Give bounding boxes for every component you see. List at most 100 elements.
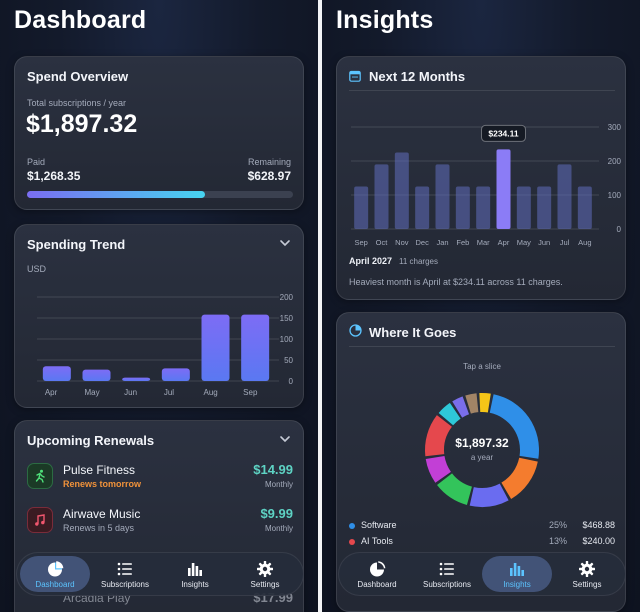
x-tick-label: Apr xyxy=(498,238,510,247)
price: $14.99 xyxy=(253,462,293,477)
x-tick-label: Jun xyxy=(124,388,137,397)
insights-screen: Insights Next 12 Months 0 100 200 300 Sep Oct… xyxy=(322,0,640,612)
bar xyxy=(415,186,430,229)
card-title: Upcoming Renewals xyxy=(27,433,155,448)
tab-dashboard[interactable]: Dashboard xyxy=(20,556,90,592)
runner-icon xyxy=(27,463,53,489)
remaining-label: Remaining xyxy=(247,157,291,167)
category-donut-chart[interactable] xyxy=(417,385,547,515)
x-tick-label: Jun xyxy=(538,238,550,247)
x-tick-label: Sep xyxy=(243,388,258,397)
billing-cycle: Monthly xyxy=(264,480,293,489)
x-tick-label: Jul xyxy=(164,388,174,397)
x-tick-label: May xyxy=(517,238,531,247)
bar xyxy=(42,366,71,381)
screen-divider xyxy=(318,0,322,612)
legend-row-software[interactable]: Software 25% $468.88 xyxy=(349,519,615,535)
tab-bar: Dashboard Subscriptions Insights Setting… xyxy=(338,552,626,596)
y-tick-label: 300 xyxy=(608,123,622,132)
tooltip xyxy=(481,124,526,142)
renewal-item-airwave-music[interactable]: Airwave Music Renews in 5 days $9.99 Mon… xyxy=(25,503,295,543)
tab-dashboard[interactable]: Dashboard xyxy=(342,556,412,592)
donut-slice xyxy=(489,394,539,459)
renewal-item-pulse-fitness[interactable]: Pulse Fitness Renews tomorrow $14.99 Mon… xyxy=(25,459,295,499)
spending-trend-chart[interactable]: 0 50 100 150 200 Apr May Jun Jul Aug Sep xyxy=(23,285,299,403)
divider xyxy=(349,346,615,347)
selected-charges: 11 charges xyxy=(399,257,438,266)
legend-dot xyxy=(349,523,355,529)
card-title: Next 12 Months xyxy=(369,69,466,84)
total-label: Total subscriptions / year xyxy=(27,98,127,108)
donut-slice xyxy=(437,473,472,505)
donut-slice xyxy=(452,396,470,418)
tab-subscriptions[interactable]: Subscriptions xyxy=(90,556,160,592)
card-title: Spend Overview xyxy=(27,69,129,84)
tab-label: Dashboard xyxy=(35,579,75,589)
price: $9.99 xyxy=(260,506,293,521)
legend-label: AI Tools xyxy=(361,536,393,546)
bar xyxy=(374,164,389,229)
bar xyxy=(394,152,409,229)
progress-track xyxy=(27,191,293,198)
bar xyxy=(122,377,151,381)
spending-trend-card[interactable]: Spending Trend USD 0 50 100 150 200 Apr May Jun… xyxy=(14,224,304,408)
donut-slice xyxy=(479,393,491,413)
bar xyxy=(557,164,572,229)
remaining-value: $628.97 xyxy=(247,169,291,183)
tab-label: Subscriptions xyxy=(100,579,150,589)
bar xyxy=(455,186,470,229)
paid-label: Paid xyxy=(27,157,46,167)
chevron-down-icon[interactable] xyxy=(279,433,291,445)
bar-chart-icon xyxy=(188,562,202,576)
donut-slice xyxy=(469,483,509,507)
summary-text: Heaviest month is April at $234.11 acros… xyxy=(349,277,563,287)
bar xyxy=(201,314,230,381)
page-title: Insights xyxy=(336,6,434,34)
bar xyxy=(476,186,491,229)
donut-slice xyxy=(501,457,538,500)
tab-subscriptions[interactable]: Subscriptions xyxy=(412,556,482,592)
pie-chart-icon xyxy=(349,324,362,337)
card-title: Spending Trend xyxy=(27,237,126,252)
tab-label: Settings xyxy=(250,579,280,589)
music-note-icon xyxy=(27,507,53,533)
x-tick-label: Mar xyxy=(477,238,490,247)
tab-bar: Dashboard Subscriptions Insights Setting… xyxy=(16,552,304,596)
x-tick-label: Sep xyxy=(354,238,367,247)
bar xyxy=(241,314,270,381)
spend-overview-card[interactable]: Spend Overview Total subscriptions / yea… xyxy=(14,56,304,210)
progress-fill xyxy=(27,191,205,198)
x-tick-label: May xyxy=(85,388,100,397)
paid-value: $1,268.35 xyxy=(27,169,81,183)
donut-slice xyxy=(425,415,452,457)
legend-amount: $468.88 xyxy=(582,520,615,530)
next-12-months-chart[interactable]: 0 100 200 300 Sep Oct Nov Dec Jan Feb Mar Apr $234.1… xyxy=(345,121,623,251)
x-tick-label: Jul xyxy=(560,238,570,247)
x-tick-label: Dec xyxy=(415,238,429,247)
legend-amount: $240.00 xyxy=(582,536,615,546)
tab-insights[interactable]: Insights xyxy=(482,556,552,592)
x-tick-label: Apr xyxy=(45,388,58,397)
selected-month: April 2027 xyxy=(349,256,393,266)
donut-center-sub: a year xyxy=(470,453,494,462)
x-tick-label: Jan xyxy=(436,238,448,247)
app-name: Airwave Music xyxy=(63,507,141,521)
x-tick-label: Aug xyxy=(578,238,591,247)
pie-chart-icon xyxy=(370,560,386,576)
tab-label: Insights xyxy=(181,579,209,589)
bar xyxy=(435,164,450,229)
gear-icon xyxy=(579,560,595,577)
tab-settings[interactable]: Settings xyxy=(230,556,300,592)
y-tick-label: 0 xyxy=(617,225,622,234)
tab-settings[interactable]: Settings xyxy=(552,556,622,592)
legend-dot xyxy=(349,539,355,545)
donut-center-value: $1,897.32 xyxy=(455,436,509,450)
chevron-down-icon[interactable] xyxy=(279,237,291,249)
tab-insights[interactable]: Insights xyxy=(160,556,230,592)
x-tick-label: Oct xyxy=(376,238,389,247)
legend-row-ai-tools[interactable]: AI Tools 13% $240.00 xyxy=(349,535,615,551)
bar-highlighted xyxy=(496,149,511,229)
renewal-due: Renews tomorrow xyxy=(63,479,142,489)
next-12-months-card[interactable]: Next 12 Months 0 100 200 300 Sep Oct Nov Dec Jan… xyxy=(336,56,626,300)
y-tick-label: 150 xyxy=(280,314,294,323)
